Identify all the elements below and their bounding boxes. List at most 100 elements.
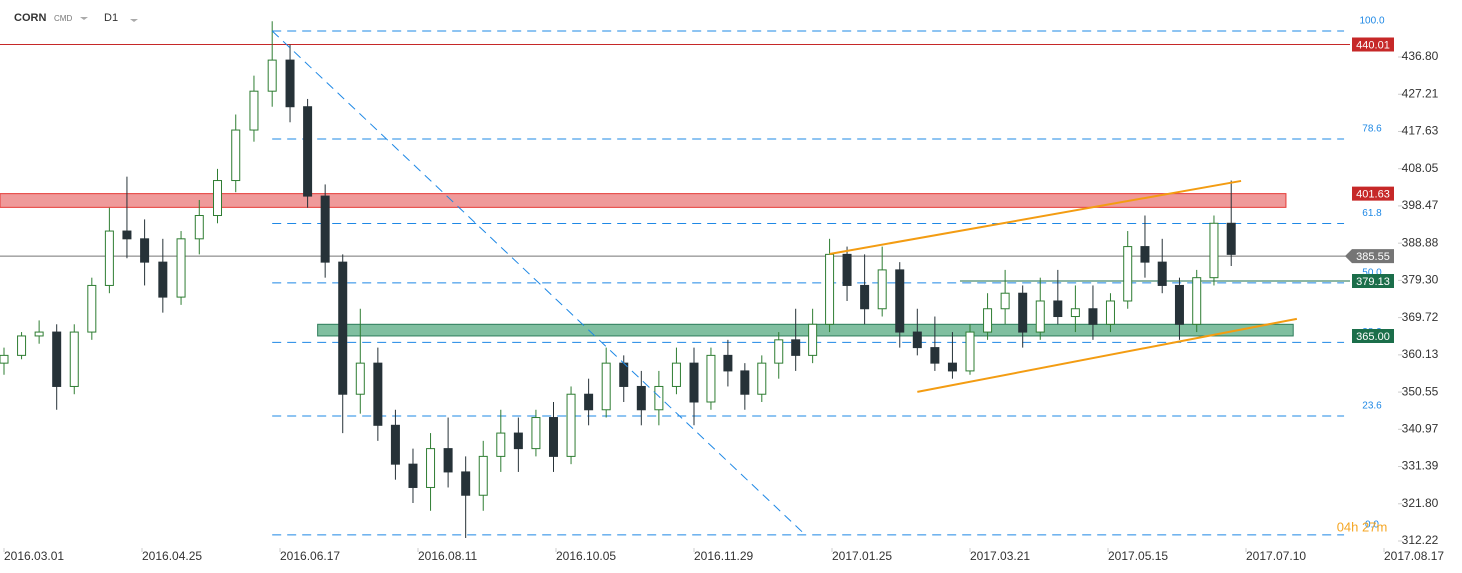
y-tick-label: 331.39: [1402, 459, 1439, 473]
candle-body: [808, 323, 818, 356]
candle-body: [0, 354, 9, 364]
candle-body: [723, 354, 733, 372]
candle-body: [303, 106, 313, 197]
dropdown-caret[interactable]: [130, 19, 138, 22]
trendline: [917, 317, 1298, 393]
y-tick-label: 350.55: [1402, 384, 1439, 398]
candle-body: [1123, 246, 1133, 302]
candle-body: [930, 347, 940, 364]
candle-body: [390, 424, 400, 465]
trendline: [829, 179, 1242, 255]
candle-body: [983, 308, 993, 333]
price-tag-label: 365.00: [1356, 331, 1390, 343]
y-tick-label: 379.30: [1402, 273, 1439, 287]
candle-body: [1226, 222, 1236, 255]
price-tag-label: 401.63: [1356, 189, 1390, 201]
candle-body: [895, 269, 905, 333]
fib-label: 78.6: [1362, 124, 1382, 135]
price-tag-label: 379.13: [1356, 276, 1390, 288]
y-tick-label: 398.47: [1402, 198, 1439, 212]
candle-body: [443, 448, 453, 473]
candle-body: [87, 284, 97, 333]
fib-label: 61.8: [1362, 208, 1382, 219]
candle-body: [1105, 300, 1115, 325]
candle-body: [52, 331, 62, 387]
y-tick-label: 417.63: [1402, 124, 1439, 138]
x-tick-label: 2016.08.11: [418, 549, 477, 563]
x-tick-label: 2016.10.05: [556, 549, 616, 563]
candle-body: [566, 393, 576, 457]
candle-body: [158, 261, 168, 298]
candle-body: [757, 362, 767, 395]
candle-body: [654, 385, 664, 411]
interval[interactable]: D1: [104, 12, 118, 24]
y-tick-label: 427.21: [1402, 86, 1439, 100]
candle-body: [689, 362, 699, 403]
candle-body: [1140, 246, 1150, 263]
x-tick-label: 2017.07.10: [1246, 549, 1306, 563]
candle-body: [426, 448, 436, 488]
x-tick-label: 2016.03.01: [4, 549, 64, 563]
candle-body: [176, 238, 186, 298]
candle-body: [1018, 292, 1028, 333]
trendline: [271, 30, 806, 536]
price-tag: [1352, 274, 1394, 289]
candle-body: [1088, 308, 1098, 325]
candle-body: [548, 417, 558, 457]
y-tick-label: 436.80: [1402, 49, 1439, 63]
candle-body: [601, 362, 611, 411]
candle-body: [636, 385, 646, 411]
x-tick-label: 2017.05.15: [1108, 549, 1168, 563]
y-tick-label: 340.97: [1402, 421, 1439, 435]
candle-body: [461, 471, 471, 496]
candle-body: [842, 253, 852, 286]
y-tick-label: 388.88: [1402, 235, 1439, 249]
x-tick-label: 2016.04.25: [142, 549, 202, 563]
candle-body: [285, 59, 295, 108]
candle-body: [249, 90, 259, 131]
x-tick-label: 2016.06.17: [280, 549, 340, 563]
y-tick-label: 312.22: [1402, 533, 1439, 547]
price-tag: [1352, 186, 1394, 201]
candle-body: [17, 335, 27, 356]
candle-body: [1209, 222, 1219, 279]
x-tick-label: 2017.08.17: [1384, 549, 1444, 563]
candle-body: [1000, 292, 1010, 310]
x-tick-label: 2017.03.21: [970, 549, 1030, 563]
candle-body: [1157, 261, 1167, 286]
fib-label: 23.6: [1362, 401, 1382, 412]
candle-body: [774, 339, 784, 364]
zone: [0, 193, 1287, 208]
dropdown-caret[interactable]: [80, 17, 88, 20]
market: CMD: [54, 14, 72, 23]
price-tag-label: 440.01: [1356, 39, 1390, 51]
candle-body: [513, 432, 523, 450]
candle-body: [531, 417, 541, 450]
candle-body: [408, 463, 418, 488]
price-tag: [1352, 328, 1394, 343]
candle-body: [355, 362, 365, 395]
symbol[interactable]: CORN: [14, 12, 46, 24]
y-tick-label: 321.80: [1402, 496, 1439, 510]
candle-body: [320, 195, 330, 263]
candle-body: [947, 362, 957, 372]
candle-body: [706, 354, 716, 403]
candle-body: [1192, 277, 1202, 325]
candle-body: [69, 331, 79, 387]
candle-body: [194, 215, 204, 240]
candle-body: [860, 284, 870, 310]
y-tick-label: 369.72: [1402, 310, 1439, 324]
candle-body: [965, 331, 975, 372]
price-tag: [1352, 37, 1394, 52]
candle-body: [825, 253, 835, 325]
candle-body: [912, 331, 922, 349]
fib-label: 0.0: [1365, 520, 1379, 531]
price-tag-label: 385.55: [1356, 251, 1390, 263]
fib-label: 50.0: [1362, 268, 1382, 279]
candle-body: [877, 269, 887, 310]
candle-body: [267, 59, 277, 92]
x-tick-label: 2016.11.29: [694, 549, 753, 563]
y-tick-label: 408.05: [1402, 161, 1439, 175]
candle-body: [740, 370, 750, 395]
